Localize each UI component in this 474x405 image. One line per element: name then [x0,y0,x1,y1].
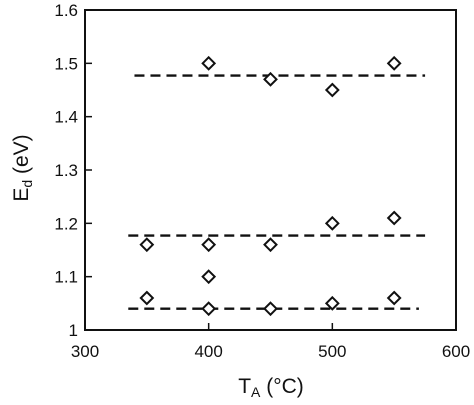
y-tick-label: 1.5 [54,54,78,73]
y-axis-title-main: E [10,188,33,202]
y-axis-title: Ed (eV) [10,134,35,201]
y-axis-title-unit: (eV) [10,134,33,180]
y-axis-title-subscript: d [19,180,35,188]
data-point-diamond [139,290,155,306]
x-axis-title-subscript: A [251,384,261,400]
data-point-diamond [201,301,217,317]
data-point-diamond [139,237,155,253]
data-point-diamond [201,269,217,285]
data-point-diamond [324,295,340,311]
data-point-diamond [324,215,340,231]
y-tick-label: 1.4 [54,108,78,127]
data-point-diamond [263,71,278,87]
data-point-diamond [201,55,217,71]
y-tick-label: 1 [69,321,78,340]
x-tick-label: 600 [442,342,470,361]
data-point-diamond [263,301,278,317]
data-point-diamond [201,237,217,253]
x-tick-label: 400 [194,342,222,361]
y-tick-label: 1.1 [54,268,78,287]
data-point-diamond [386,210,402,226]
x-axis-title-main: T [238,375,251,398]
x-tick-label: 500 [318,342,346,361]
y-tick-label: 1.6 [54,1,78,20]
x-tick-label: 300 [71,342,99,361]
data-point-diamond [263,237,278,253]
x-axis-title: TA (°C) [238,375,304,400]
data-point-diamond [386,55,402,71]
x-axis-title-unit: (°C) [260,375,303,398]
data-point-diamond [324,82,340,98]
y-tick-label: 1.3 [54,161,78,180]
data-point-diamond [386,290,402,306]
y-tick-label: 1.2 [54,214,78,233]
plot-area: 1 1.1 1.2 1.3 1.4 1.5 1.6 300 400 500 600 [54,1,470,361]
plot-frame [84,9,457,331]
